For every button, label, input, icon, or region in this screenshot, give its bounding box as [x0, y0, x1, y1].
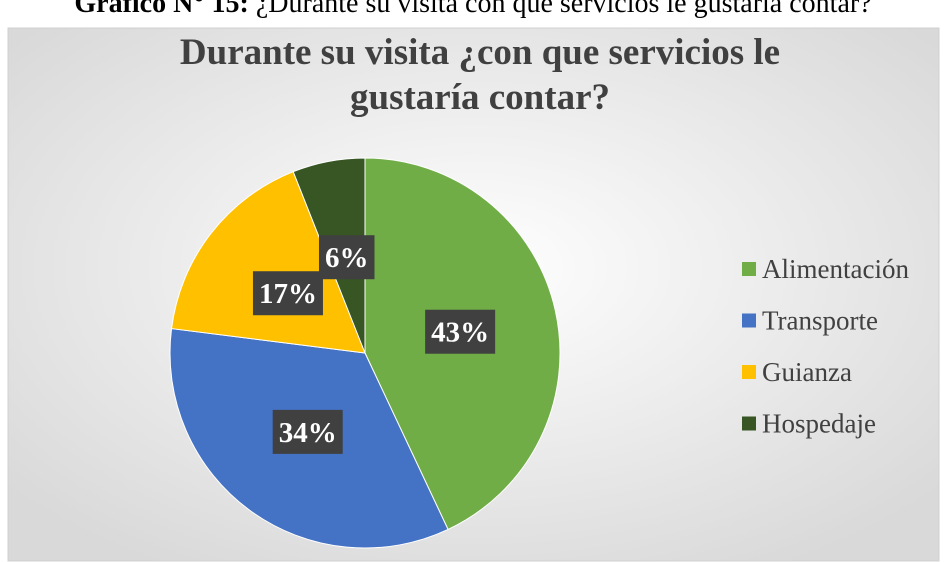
caption-text: ¿Durante su visita con que servicios le … — [255, 0, 872, 19]
data-label-box — [252, 271, 323, 316]
data-label: 17% — [259, 278, 317, 310]
legend-swatch — [742, 365, 756, 379]
caption-label: Gráfico N° 15: — [74, 0, 249, 19]
legend-label: Alimentación — [762, 254, 909, 284]
chart-title: Durante su visita ¿con que servicios le … — [179, 32, 781, 118]
data-label: 34% — [279, 417, 337, 449]
data-label: 43% — [431, 317, 489, 349]
legend-label: Guianza — [762, 357, 852, 387]
legend-swatch — [742, 416, 756, 431]
legend-swatch — [742, 262, 756, 276]
legend-label: Hospedaje — [762, 409, 876, 439]
legend-swatch — [742, 313, 756, 328]
data-label: 6% — [325, 242, 369, 274]
caption: Gráfico N° 15: ¿Durante su visita con qu… — [0, 0, 946, 20]
data-label-box — [272, 409, 343, 454]
data-label-box — [425, 309, 496, 354]
data-label-box — [318, 235, 375, 280]
legend-label: Transporte — [762, 306, 878, 336]
